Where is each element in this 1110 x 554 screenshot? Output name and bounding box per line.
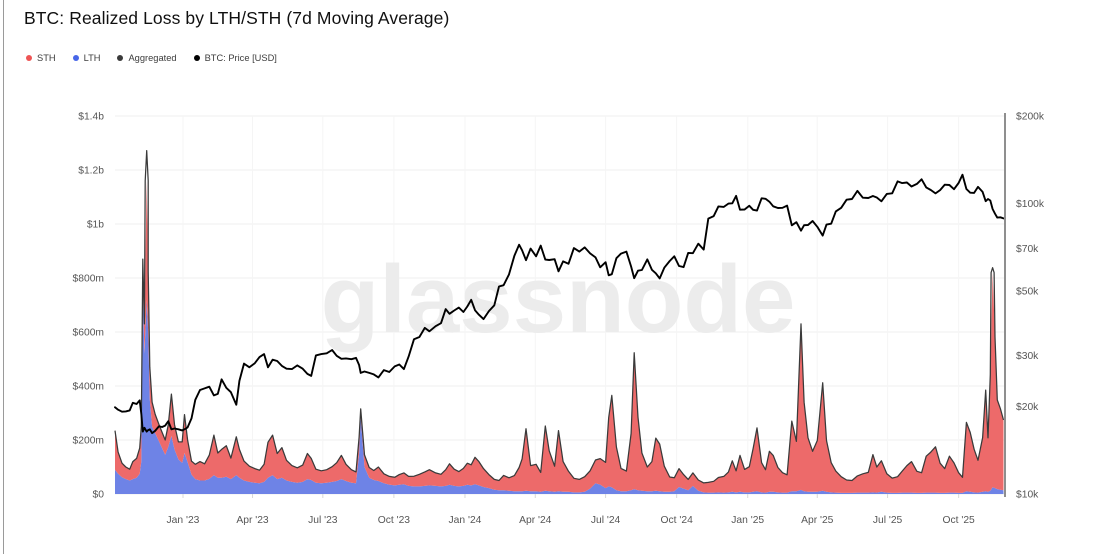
left-axis-tick-label: $0 [93,490,105,501]
sth-color-dot-icon [26,55,32,61]
chart-title: BTC: Realized Loss by LTH/STH (7d Moving… [24,8,450,28]
left-axis-tick-label: $1.4b [78,112,104,123]
right-axis-tick-label: $200k [1016,112,1045,123]
legend-item-aggregated[interactable]: Aggregated [117,53,177,63]
x-axis-tick-label: Oct '25 [942,515,975,526]
legend-label-aggregated: Aggregated [128,53,177,63]
x-axis-tick-label: Jul '23 [308,515,338,526]
right-axis-tick-label: $50k [1016,286,1039,297]
x-axis-tick-label: Apr '25 [801,515,834,526]
legend-label-btc-price: BTC: Price [USD] [204,53,277,63]
left-axis-tick-label: $1b [87,220,104,231]
right-axis-tick-label: $70k [1016,244,1039,255]
x-axis-tick-label: Apr '24 [519,515,552,526]
legend-label-lth: LTH [83,53,101,63]
x-axis-tick-label: Oct '24 [661,515,694,526]
left-axis-tick-label: $200m [73,436,104,447]
btc-price-line-series [114,173,1005,435]
x-axis-tick-label: Jul '24 [591,515,621,526]
btc-price-color-dot-icon [193,55,200,61]
lth-color-dot-icon [72,55,79,61]
x-axis-tick-label: Apr '23 [236,515,269,526]
right-axis-tick-label: $100k [1016,199,1045,210]
left-axis-tick-label: $600m [73,328,104,339]
right-axis-tick-label: $10k [1016,490,1039,501]
aggregated-color-dot-icon [117,55,124,61]
window-left-border [3,0,4,554]
legend: STH LTH Aggregated BTC: Price [USD] [26,53,277,63]
left-axis-tick-label: $400m [73,382,104,393]
legend-item-lth[interactable]: LTH [72,53,101,63]
x-axis-tick-label: Jan '24 [449,515,482,526]
x-axis-tick-label: Jul '25 [873,515,903,526]
right-axis-tick-label: $30k [1016,351,1039,362]
left-axis-tick-label: $800m [73,274,104,285]
x-axis-tick-label: Jan '25 [731,515,764,526]
left-axis-tick-label: $1.2b [78,166,104,177]
legend-item-btc-price[interactable]: BTC: Price [USD] [193,53,277,63]
aggregated-line-series [114,149,1005,484]
x-axis-tick-label: Oct '23 [378,515,411,526]
watermark: glassnode [321,246,796,353]
legend-item-sth[interactable]: STH [26,53,56,63]
legend-label-sth: STH [37,53,56,63]
right-axis-tick-label: $20k [1016,402,1039,413]
x-axis-tick-label: Jan '23 [167,515,200,526]
